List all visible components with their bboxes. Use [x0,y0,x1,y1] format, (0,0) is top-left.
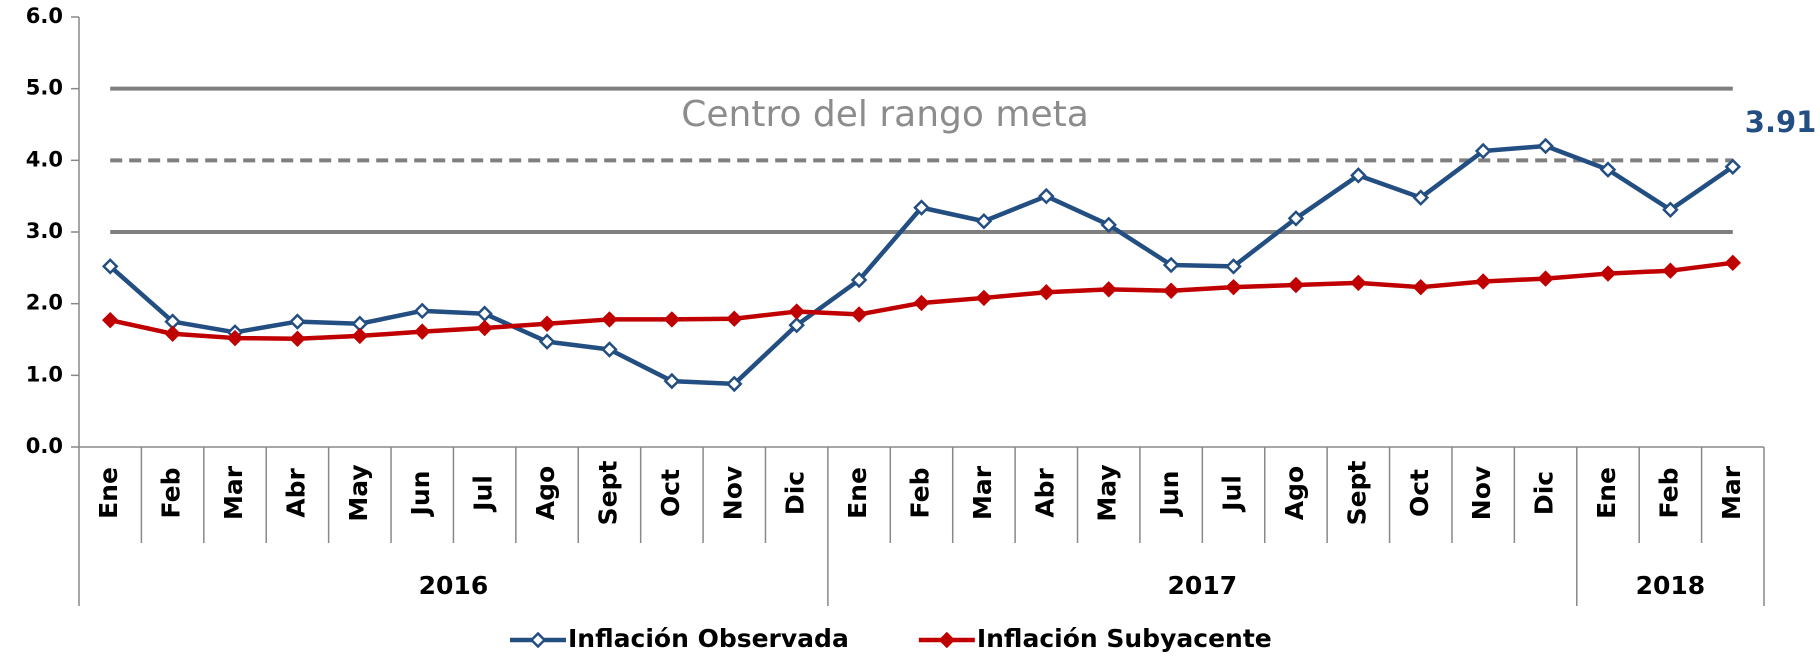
x-tick-label: Ago [1280,466,1309,520]
marker [1225,258,1242,275]
marker [538,315,556,332]
marker [663,372,681,390]
x-tick-label: Oct [1405,469,1434,517]
marker [351,327,369,345]
marker [913,294,930,312]
x-tick-label: Abr [281,468,310,518]
x-tick-label: Jul [469,475,498,513]
x-tick-label: Sept [1342,461,1371,526]
marker [1412,189,1430,206]
marker [975,212,993,230]
y-tick-label: 2.0 [26,291,63,315]
x-tick-label: Jun [406,471,435,518]
marker [1537,270,1554,287]
x-tick-label: Sept [593,461,622,526]
marker [164,325,181,342]
marker [1537,137,1554,155]
x-tick-label: Dic [781,471,810,515]
marker [850,306,868,323]
marker [289,313,306,330]
x-tick-label: Oct [656,469,685,517]
marker [101,311,119,329]
x-tick-label: Nov [1467,466,1496,520]
marker [1100,281,1117,298]
marker [913,199,930,216]
x-group-label: 2017 [1168,571,1238,600]
data-label: 3.91 [1745,105,1817,139]
marker [1412,278,1429,296]
y-tick-label: 5.0 [26,76,63,100]
marker [788,316,805,334]
y-tick-label: 0.0 [26,434,63,458]
y-tick-label: 1.0 [26,362,63,386]
legend-marker [938,631,956,649]
marker [601,311,618,328]
marker [601,341,618,358]
marker [1662,262,1679,279]
marker [226,329,244,347]
marker [1599,265,1617,282]
legend-label: Inflación Observada [568,624,849,653]
x-group-label: 2018 [1636,571,1706,600]
x-tick-label: Ene [843,467,872,519]
x-tick-label: Dic [1530,471,1559,515]
x-tick-label: Ene [1592,467,1621,519]
x-tick-label: Ago [531,466,560,520]
x-tick-label: May [1093,464,1122,521]
marker [413,302,431,320]
marker [1724,254,1742,272]
y-tick-label: 3.0 [26,219,63,243]
marker [1287,210,1305,227]
x-tick-label: Mar [219,465,248,520]
marker [726,375,743,393]
marker [1100,216,1117,234]
y-tick-label: 6.0 [26,4,63,28]
x-group-label: 2016 [419,571,489,600]
x-tick-label: Feb [157,468,186,519]
marker [1724,158,1742,176]
x-tick-label: Feb [1654,468,1683,519]
marker [850,271,868,289]
marker [1162,282,1180,299]
marker [1287,276,1305,294]
marker [476,319,493,337]
marker [414,323,431,340]
x-tick-label: Jun [1155,471,1184,518]
marker [663,311,681,328]
marker [289,330,306,347]
marker [726,310,743,327]
marker [788,303,805,320]
marker [1350,167,1367,184]
x-tick-label: May [344,464,373,521]
marker [1225,278,1242,296]
marker [1662,201,1679,219]
marker [538,333,556,350]
legend-marker [529,631,547,649]
x-tick-label: Feb [906,468,935,519]
x-tick-label: Nov [718,466,747,520]
marker [1038,283,1055,301]
series-line [108,143,1735,387]
x-tick-label: Abr [1030,468,1059,518]
x-tick-label: Mar [1717,465,1746,520]
marker [1599,161,1617,178]
marker [975,289,993,307]
annotation: Centro del rango meta [681,94,1089,135]
x-tick-label: Ene [94,467,123,519]
marker [476,305,493,322]
marker [1474,142,1492,160]
legend-label: Inflación Subyacente [977,624,1272,653]
marker [1038,187,1055,205]
x-tick-label: Jul [1218,475,1247,513]
marker [101,258,119,275]
marker [1162,256,1180,274]
marker [1350,274,1367,292]
marker [1474,273,1492,290]
y-tick-label: 4.0 [26,147,63,171]
x-tick-label: Mar [968,465,997,520]
